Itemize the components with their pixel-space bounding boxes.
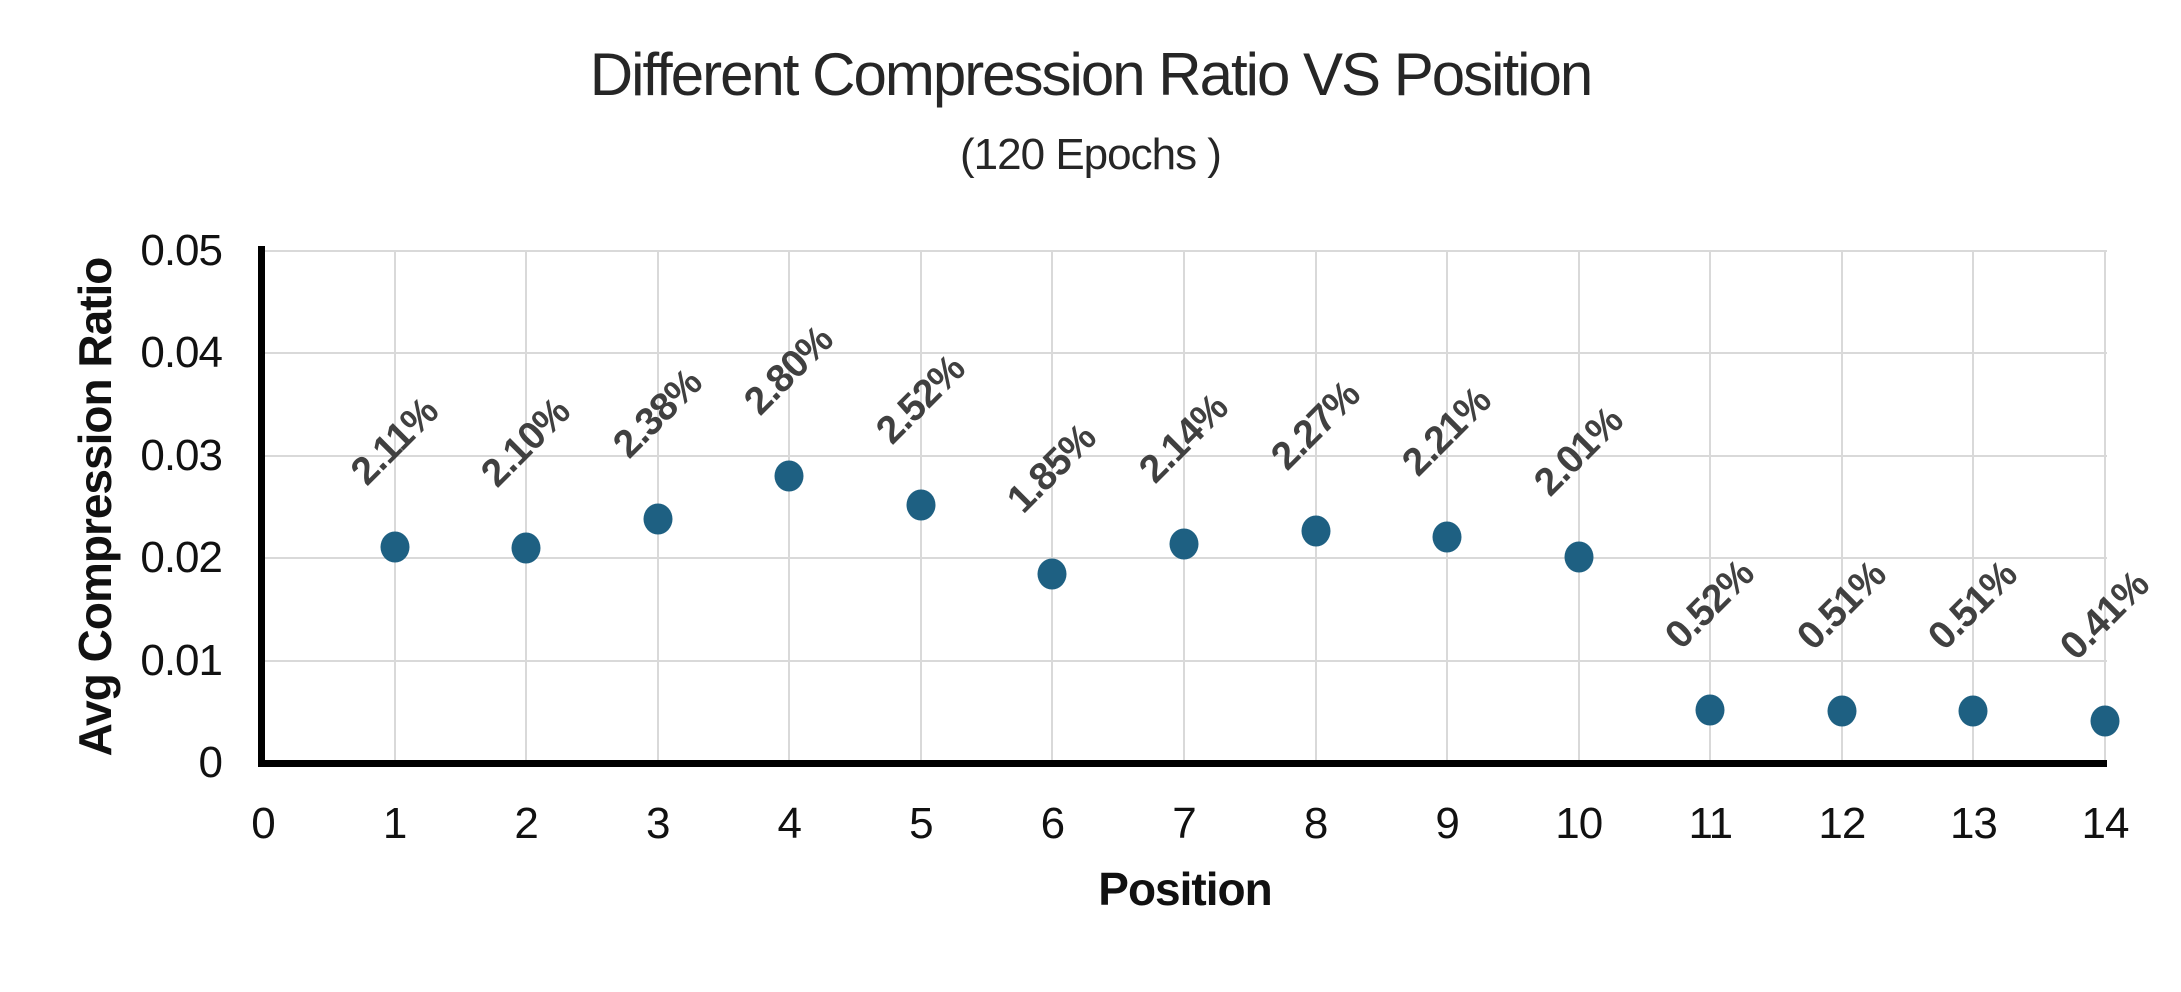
x-tick-label: 5 xyxy=(909,799,933,848)
data-point xyxy=(1432,521,1462,553)
chart-title: Different Compression Ratio VS Position xyxy=(589,41,1593,108)
v-gridline xyxy=(525,251,528,763)
data-point xyxy=(1301,515,1331,547)
h-gridline xyxy=(263,250,2107,252)
data-point xyxy=(906,489,936,521)
x-tick-label: 10 xyxy=(1555,799,1603,848)
x-tick-label: 7 xyxy=(1172,799,1196,848)
h-gridline xyxy=(263,454,2107,457)
data-point xyxy=(643,503,673,535)
x-axis-title: Position xyxy=(1098,863,1272,915)
x-tick-label: 2 xyxy=(514,799,538,848)
chart-subtitle: (120 Epochs ) xyxy=(960,130,1222,179)
y-axis-line xyxy=(258,246,265,767)
v-gridline xyxy=(1183,251,1185,763)
v-gridline xyxy=(1840,251,1843,763)
data-point xyxy=(1695,694,1725,726)
y-tick-label: 0.03 xyxy=(140,430,223,480)
x-tick-label: 12 xyxy=(1818,799,1866,848)
v-gridline xyxy=(2104,251,2106,763)
x-tick-label: 14 xyxy=(2081,799,2130,848)
x-tick-label: 9 xyxy=(1435,799,1459,848)
v-gridline xyxy=(1972,251,1975,763)
h-gridline xyxy=(263,659,2107,662)
data-point xyxy=(511,532,541,564)
v-gridline xyxy=(1314,251,1317,763)
y-tick-label: 0.05 xyxy=(140,226,223,275)
y-tick-label: 0.01 xyxy=(140,635,223,685)
y-tick-label: 0 xyxy=(198,738,223,787)
data-point xyxy=(1958,695,1988,727)
x-tick-label: 4 xyxy=(777,799,802,848)
h-gridline xyxy=(263,352,2107,355)
v-gridline xyxy=(1577,251,1580,763)
data-point xyxy=(1564,541,1594,573)
y-tick-label: 0.02 xyxy=(140,533,223,583)
v-gridline xyxy=(1051,251,1054,763)
x-tick-label: 6 xyxy=(1040,799,1065,848)
data-point xyxy=(2090,705,2120,737)
v-gridline xyxy=(1709,251,1712,763)
data-point xyxy=(774,460,804,492)
x-tick-label: 8 xyxy=(1303,799,1328,848)
x-tick-label: 1 xyxy=(382,799,407,848)
data-point xyxy=(1037,558,1067,590)
y-tick-label: 0.04 xyxy=(140,328,223,378)
x-axis-line xyxy=(258,760,2107,767)
x-tick-label: 13 xyxy=(1949,799,1998,848)
x-tick-label: 3 xyxy=(645,799,670,848)
x-tick-label: 0 xyxy=(251,799,275,848)
x-tick-label: 11 xyxy=(1688,799,1733,848)
data-point xyxy=(1827,695,1857,727)
v-gridline xyxy=(788,251,791,763)
v-gridline xyxy=(1446,251,1449,763)
data-point xyxy=(380,531,410,563)
v-gridline xyxy=(393,251,396,763)
data-point xyxy=(1169,528,1199,560)
